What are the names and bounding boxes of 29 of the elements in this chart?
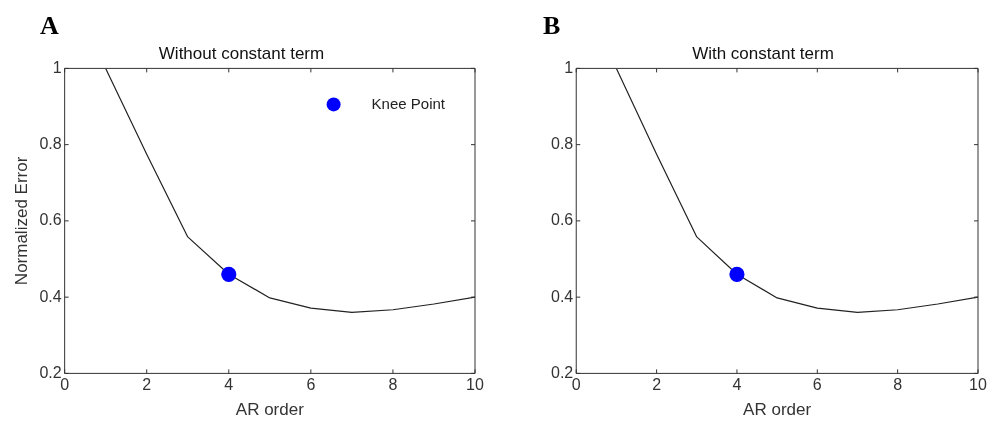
x-tick-label: 2 — [142, 376, 152, 394]
y-tick-label: 0.4 — [550, 287, 574, 305]
y-tick-label: 0.2 — [39, 363, 62, 381]
x-axis-title: AR order — [743, 400, 812, 420]
y-tick-label: 0.4 — [39, 287, 62, 305]
x-tick-label: 6 — [306, 376, 316, 394]
y-axis-title: Normalized Error — [11, 156, 31, 286]
y-tick-label: 0.6 — [39, 211, 62, 229]
y-tick-label: 0.8 — [39, 135, 62, 153]
x-tick-label: 8 — [388, 376, 398, 394]
legend-label: Knee Point — [371, 94, 446, 112]
chart-title: With constant term — [692, 43, 834, 63]
y-tick-label: 1 — [52, 58, 62, 76]
y-tick-label: 0.6 — [550, 211, 574, 229]
x-tick-label: 10 — [969, 376, 987, 394]
y-tick-label: 0.8 — [550, 135, 574, 153]
chart-title: Without constant term — [158, 43, 325, 63]
x-tick-label: 2 — [652, 376, 662, 394]
x-tick-label: 10 — [466, 376, 484, 394]
text: B — [543, 10, 561, 40]
y-tick-label: 1 — [564, 58, 574, 76]
x-tick-label: 4 — [224, 376, 234, 394]
y-tick-label: 0.2 — [550, 363, 574, 381]
x-tick-label: 6 — [812, 376, 822, 394]
text: A — [40, 10, 59, 40]
x-tick-label: 8 — [893, 376, 903, 394]
x-tick-label: 0 — [60, 376, 70, 394]
x-tick-label: 4 — [732, 376, 742, 394]
x-axis-title: AR order — [235, 400, 305, 420]
